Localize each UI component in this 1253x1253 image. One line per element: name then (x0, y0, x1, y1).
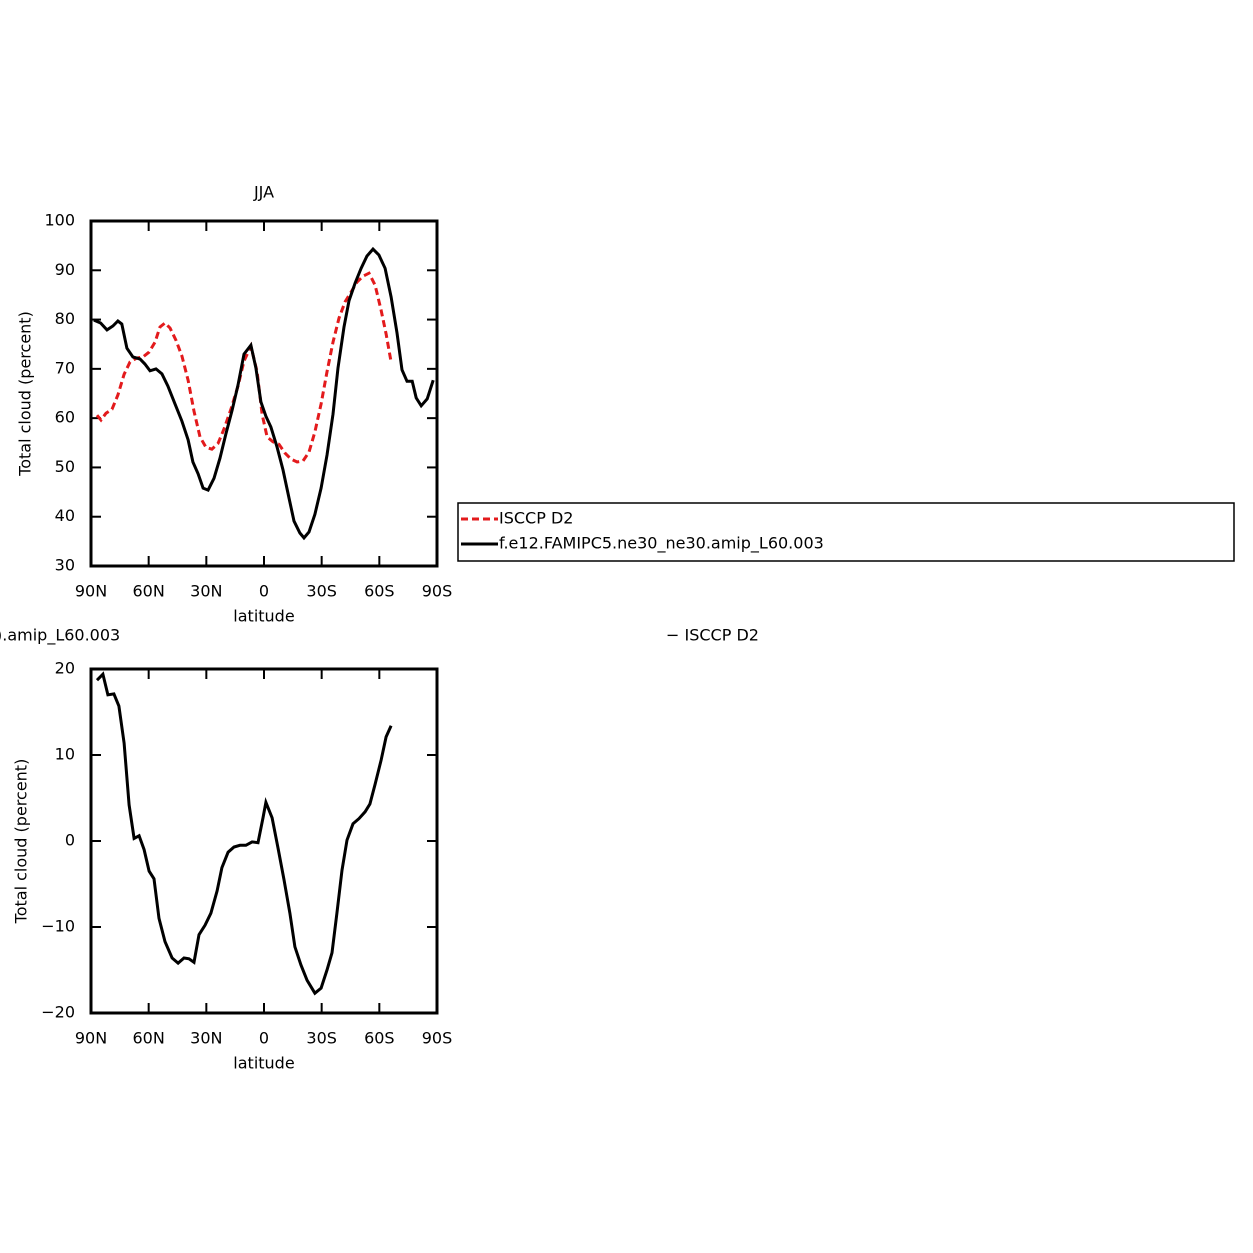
x-tick-label: 60S (364, 582, 395, 601)
chart-title: − ISCCP D2 (666, 626, 759, 645)
y-tick-label: 30 (55, 556, 75, 575)
legend-label: f.e12.FAMIPC5.ne30_ne30.amip_L60.003 (499, 534, 824, 554)
y-tick-label: 40 (55, 506, 75, 525)
y-tick-label: −20 (41, 1003, 75, 1022)
data-line (95, 671, 393, 996)
y-tick-label: −10 (41, 917, 75, 936)
plot-frame (89, 219, 439, 568)
y-tick-label: 70 (55, 358, 75, 377)
x-tick-label: 60S (364, 1029, 395, 1048)
legend-box (457, 502, 1235, 562)
y-tick-label: 100 (44, 211, 75, 230)
y-tick-label: 80 (55, 309, 75, 328)
x-tick-label: 0 (259, 1029, 269, 1048)
x-tick-label: 90N (75, 1029, 107, 1048)
y-tick-label: 50 (55, 457, 75, 476)
x-tick-label: 90S (422, 582, 453, 601)
chart-title: ).amip_L60.003 (0, 626, 120, 646)
x-tick-label: 0 (259, 582, 269, 601)
x-tick-label: 90S (422, 1029, 453, 1048)
x-tick-label: 90N (75, 582, 107, 601)
x-tick-label: 60N (133, 582, 165, 601)
x-tick-label: 60N (133, 1029, 165, 1048)
y-tick-label: 20 (55, 659, 75, 678)
data-line (95, 271, 393, 464)
chart-title: JJA (253, 183, 274, 202)
x-axis-label: latitude (233, 1054, 294, 1073)
y-tick-label: 60 (55, 408, 75, 427)
x-tick-label: 30N (190, 582, 222, 601)
y-tick-label: 10 (55, 745, 75, 764)
y-tick-label: 0 (65, 831, 75, 850)
x-tick-label: 30N (190, 1029, 222, 1048)
legend-label: ISCCP D2 (499, 509, 573, 528)
x-tick-label: 30S (306, 582, 337, 601)
data-line (93, 246, 435, 541)
y-axis-label: Total cloud (percent) (12, 759, 31, 925)
y-tick-label: 90 (55, 260, 75, 279)
plot-frame (89, 667, 439, 1015)
x-axis-label: latitude (233, 607, 294, 626)
x-tick-label: 30S (306, 1029, 337, 1048)
y-axis-label: Total cloud (percent) (16, 311, 35, 477)
